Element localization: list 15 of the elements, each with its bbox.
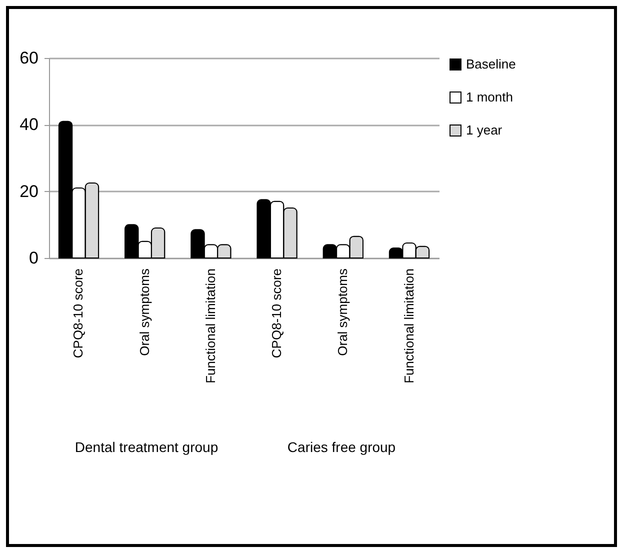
- legend-label: Baseline: [466, 56, 516, 72]
- x-tick-label: CPQ8-10 score: [269, 268, 284, 358]
- text: Dental treatment group: [74, 439, 218, 455]
- y-tick-label: 40: [20, 115, 38, 134]
- x-tick-label: Functional limitation: [202, 268, 218, 384]
- y-tick-label: 0: [29, 248, 38, 268]
- legend-label: 1 year: [466, 122, 503, 138]
- x-tick-label: Functional limitation: [401, 268, 416, 384]
- x-tick-label: CPQ8-10 score: [70, 268, 86, 358]
- y-tick-label: 60: [20, 48, 38, 68]
- y-tick-label: 20: [20, 182, 38, 201]
- text: Caries free group: [287, 439, 396, 455]
- x-tick-label: Oral symptoms: [335, 268, 350, 356]
- legend-label: 1 month: [466, 90, 513, 104]
- x-tick-label: Oral symptoms: [136, 268, 152, 356]
